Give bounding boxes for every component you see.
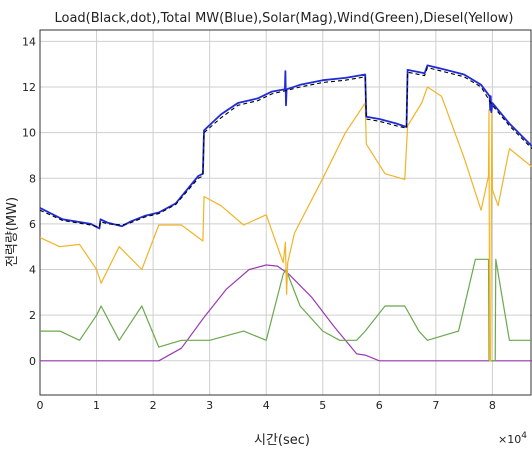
y-tick-label: 10 (22, 127, 36, 140)
diesel-series-line (39, 86, 532, 362)
y-tick-label: 0 (29, 355, 36, 368)
grid (39, 30, 532, 395)
x-tick-label: 5 (319, 399, 326, 412)
x-tick-label: 3 (206, 399, 213, 412)
x-tick-label: 7 (432, 399, 439, 412)
y-tick-label: 12 (22, 81, 36, 94)
x-tick-label: 1 (93, 399, 100, 412)
x-tick-label: 4 (263, 399, 270, 412)
x-tick-label: 2 (150, 399, 157, 412)
x-exponent-base: ×10 (498, 433, 521, 446)
y-tick-label: 4 (29, 264, 36, 277)
y-axis-label: 전력량(MW) (5, 197, 20, 267)
load-series-line (39, 67, 532, 228)
x-tick-label: 6 (376, 399, 383, 412)
x-axis-exponent: ×104 (498, 431, 527, 446)
solar-series-line (40, 264, 532, 362)
x-exponent-power: 4 (521, 431, 527, 441)
y-tick-label: 2 (29, 309, 36, 322)
y-tick-label: 8 (29, 172, 36, 185)
x-tick-label: 0 (37, 399, 44, 412)
y-tick-label: 6 (29, 218, 36, 231)
total-series-line (39, 64, 532, 230)
x-tick-label: 8 (489, 399, 496, 412)
series-layer (39, 64, 532, 362)
wind-series-line (40, 258, 532, 362)
x-axis-label: 시간(sec) (254, 433, 310, 448)
y-tick-label: 14 (22, 35, 36, 48)
chart-title: Load(Black,dot),Total MW(Blue),Solar(Mag… (55, 11, 514, 26)
plot-area (39, 29, 532, 396)
